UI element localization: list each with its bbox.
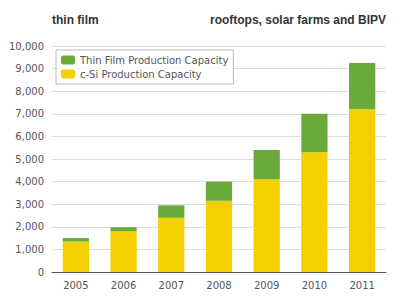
svg-text:2009: 2009 — [254, 280, 279, 291]
svg-text:8,000: 8,000 — [15, 86, 44, 97]
svg-text:thin film: thin film — [52, 13, 99, 27]
svg-text:2006: 2006 — [111, 280, 136, 291]
svg-text:2005: 2005 — [63, 280, 88, 291]
svg-text:5,000: 5,000 — [15, 154, 44, 165]
svg-text:6,000: 6,000 — [15, 131, 44, 142]
svg-text:9,000: 9,000 — [15, 63, 44, 74]
svg-text:2007: 2007 — [159, 280, 184, 291]
svg-text:7,000: 7,000 — [15, 108, 44, 119]
svg-text:2010: 2010 — [302, 280, 327, 291]
svg-text:3,000: 3,000 — [15, 199, 44, 210]
svg-text:c-Si Production Capacity: c-Si Production Capacity — [80, 69, 202, 80]
svg-text:1,000: 1,000 — [15, 244, 44, 255]
svg-text:10,000: 10,000 — [9, 41, 44, 52]
svg-text:rooftops, solar farms and BIPV: rooftops, solar farms and BIPV — [210, 13, 386, 27]
svg-text:2,000: 2,000 — [15, 221, 44, 232]
svg-text:2008: 2008 — [206, 280, 231, 291]
svg-text:2011: 2011 — [349, 280, 374, 291]
svg-text:4,000: 4,000 — [15, 176, 44, 187]
svg-text:Thin Film Production Capacity: Thin Film Production Capacity — [79, 55, 228, 66]
svg-text:0: 0 — [38, 267, 44, 278]
